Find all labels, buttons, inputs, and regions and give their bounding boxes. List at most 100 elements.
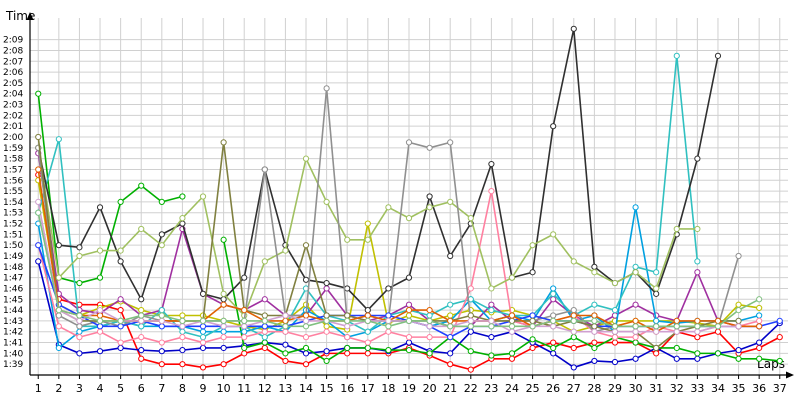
data-point [591, 323, 598, 330]
x-tick-label: 12 [258, 382, 272, 395]
data-point [405, 301, 413, 308]
data-point [488, 352, 495, 359]
data-point [591, 312, 598, 319]
data-point [673, 323, 680, 330]
x-tick-label: 35 [732, 382, 746, 395]
data-point [35, 166, 42, 173]
y-tick-label: 2:08 [3, 46, 23, 56]
data-point [76, 323, 83, 330]
x-tick-label: 32 [670, 382, 684, 395]
data-point [611, 328, 619, 335]
data-point [117, 296, 124, 303]
data-point [35, 198, 42, 206]
x-axis-arrow-icon [786, 371, 794, 379]
x-tick-label: 33 [690, 382, 704, 395]
x-tick-label: 26 [546, 382, 560, 395]
x-tick-label: 16 [340, 382, 354, 395]
data-point [96, 204, 104, 211]
data-point [385, 328, 392, 335]
data-point [385, 317, 392, 325]
data-point [158, 242, 165, 249]
y-tick-label: 1:52 [3, 220, 23, 230]
data-point [632, 317, 639, 325]
x-tick-label: 17 [361, 382, 375, 395]
data-point [447, 361, 454, 368]
data-point [117, 339, 124, 346]
data-point [570, 364, 577, 371]
data-point [447, 139, 454, 146]
series-line [37, 169, 760, 333]
data-point [364, 350, 371, 357]
data-point [302, 344, 310, 352]
data-point [529, 336, 536, 343]
y-tick-label: 1:55 [3, 187, 23, 197]
data-point [76, 328, 83, 335]
series-16 [35, 209, 763, 330]
data-point [529, 317, 536, 325]
data-point [591, 263, 598, 270]
data-point [261, 312, 268, 319]
data-point [447, 317, 454, 325]
data-point [591, 301, 598, 308]
data-point [261, 258, 268, 265]
data-point [76, 334, 83, 341]
data-point [117, 247, 124, 254]
data-point [199, 334, 207, 341]
data-point [653, 317, 660, 325]
data-point [632, 204, 639, 211]
data-point [694, 350, 701, 357]
y-tick-label: 1:44 [3, 306, 23, 316]
series-10 [35, 144, 701, 319]
data-point [35, 258, 42, 265]
data-point [199, 339, 207, 346]
data-point [405, 312, 413, 319]
data-point [55, 344, 62, 352]
data-point [385, 323, 392, 330]
data-point [35, 209, 42, 216]
data-point [344, 323, 351, 330]
data-point [241, 274, 248, 281]
x-tick-label: 25 [526, 382, 540, 395]
data-point [756, 339, 763, 346]
data-point [138, 323, 145, 330]
y-axis-arrow-icon [26, 12, 34, 20]
data-point [323, 323, 330, 330]
axes: Time Laps [5, 9, 794, 379]
data-point [179, 317, 186, 325]
data-point [55, 242, 62, 249]
data-point [158, 348, 165, 355]
data-point [385, 285, 392, 292]
y-tick-label: 1:40 [3, 349, 23, 359]
x-tick-label: 10 [217, 382, 231, 395]
data-point [714, 323, 722, 330]
data-point [261, 166, 268, 173]
data-point [35, 133, 42, 141]
data-point [550, 323, 557, 330]
data-point [426, 204, 433, 211]
data-point [55, 136, 62, 143]
data-point [323, 312, 330, 319]
data-point [735, 347, 742, 354]
data-point [179, 323, 186, 330]
data-point [673, 344, 680, 352]
data-point [220, 334, 227, 341]
data-point [776, 357, 783, 365]
data-point [138, 317, 145, 325]
data-point [385, 312, 392, 319]
series-line [222, 239, 780, 362]
y-tick-label: 1:49 [3, 252, 23, 262]
data-point [76, 252, 83, 260]
data-point [447, 252, 454, 260]
data-point [179, 347, 186, 354]
data-point [261, 344, 268, 352]
x-tick-label: 3 [76, 382, 83, 395]
data-point [364, 317, 371, 325]
y-tick-label: 1:39 [3, 360, 23, 370]
data-point [776, 317, 783, 325]
data-point [447, 334, 454, 341]
data-point [96, 348, 104, 355]
data-point [508, 312, 516, 319]
data-point [467, 312, 474, 319]
x-tick-label: 37 [773, 382, 787, 395]
y-tick-label: 1:53 [3, 209, 23, 219]
